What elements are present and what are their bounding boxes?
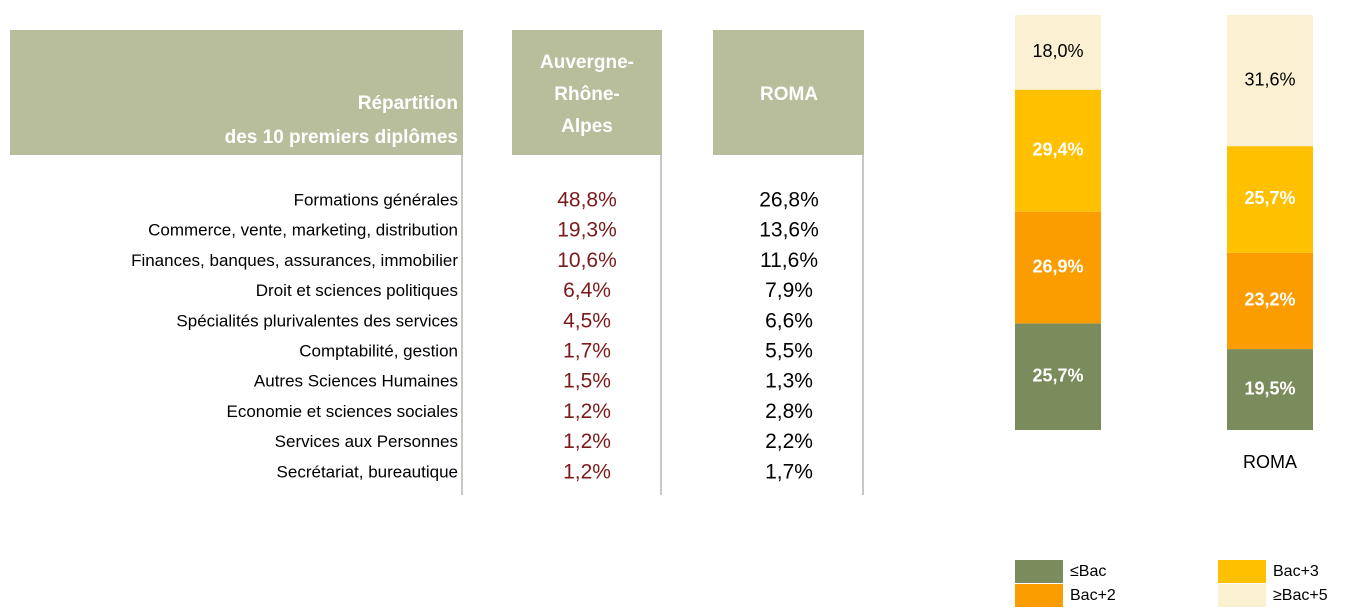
- legend-swatch: [1015, 560, 1063, 583]
- cell-value: 26,8%: [759, 189, 819, 212]
- legend-swatch: [1218, 584, 1266, 607]
- legend-label: Bac+2: [1070, 587, 1116, 604]
- cell-value: 19,3%: [557, 219, 617, 242]
- data-label: 19,5%: [1244, 378, 1295, 398]
- row-label: Secrétariat, bureautique: [277, 462, 458, 481]
- cell-value: 6,4%: [563, 279, 611, 302]
- legend-swatch: [1015, 584, 1063, 607]
- row-label: Autres Sciences Humaines: [254, 372, 458, 391]
- legend-label: ≥Bac+5: [1273, 587, 1328, 604]
- bar-segment: [1015, 89, 1101, 212]
- bar-segment: [1015, 323, 1101, 430]
- column-rule: [461, 155, 463, 495]
- bar-segment: [1227, 146, 1313, 253]
- row-label: Commerce, vente, marketing, distribution: [148, 221, 458, 240]
- legend-label: ≤Bac: [1070, 563, 1106, 580]
- cell-value: 1,2%: [563, 400, 611, 423]
- header-cell: [512, 30, 662, 155]
- header-text: Répartition: [358, 93, 458, 114]
- bar-segment: [1227, 252, 1313, 350]
- header-text: Alpes: [561, 116, 613, 137]
- row-label: Finances, banques, assurances, immobilie…: [131, 251, 458, 270]
- header-text: ROMA: [760, 84, 818, 105]
- row-label: Droit et sciences politiques: [256, 281, 458, 300]
- data-label: 25,7%: [1032, 365, 1083, 385]
- header-text: Rhône-: [554, 84, 619, 105]
- column-rule: [862, 155, 864, 495]
- row-label: Economie et sciences sociales: [226, 402, 458, 421]
- column-rule: [660, 155, 662, 495]
- cell-value: 13,6%: [759, 219, 819, 242]
- cell-value: 1,2%: [563, 460, 611, 483]
- bar-segment: [1227, 349, 1313, 430]
- cell-value: 6,6%: [765, 309, 813, 332]
- header-cell: [713, 30, 864, 155]
- cell-value: 1,3%: [765, 370, 813, 393]
- cell-value: 10,6%: [557, 249, 617, 272]
- row-label: Spécialités plurivalentes des services: [176, 311, 458, 330]
- cell-value: 4,5%: [563, 309, 611, 332]
- cell-value: 1,5%: [563, 370, 611, 393]
- row-label: Comptabilité, gestion: [299, 341, 458, 360]
- bar-segment: [1015, 211, 1101, 324]
- cell-value: 7,9%: [765, 279, 813, 302]
- header-cell: [10, 30, 463, 155]
- cell-value: 1,2%: [563, 430, 611, 453]
- data-label: 31,6%: [1244, 69, 1295, 89]
- cell-value: 11,6%: [760, 249, 818, 272]
- bar-segment: [1227, 15, 1313, 147]
- data-label: 29,4%: [1032, 139, 1083, 159]
- data-label: 18,0%: [1032, 41, 1083, 61]
- category-label: ROMA: [1243, 452, 1297, 472]
- cell-value: 1,7%: [765, 460, 813, 483]
- row-label: Formations générales: [294, 190, 458, 209]
- data-label: 26,9%: [1032, 256, 1083, 276]
- legend-label: Bac+3: [1273, 563, 1319, 580]
- cell-value: 5,5%: [765, 340, 813, 363]
- data-label: 25,7%: [1244, 188, 1295, 208]
- header-text: Auvergne-: [540, 52, 634, 73]
- header-text: des 10 premiers diplômes: [225, 127, 458, 148]
- cell-value: 1,7%: [563, 340, 611, 363]
- row-label: Services aux Personnes: [275, 432, 458, 451]
- cell-value: 48,8%: [557, 189, 617, 212]
- cell-value: 2,8%: [765, 400, 813, 423]
- bar-segment: [1015, 15, 1101, 90]
- legend-swatch: [1218, 560, 1266, 583]
- data-label: 23,2%: [1244, 290, 1295, 310]
- cell-value: 2,2%: [765, 430, 813, 453]
